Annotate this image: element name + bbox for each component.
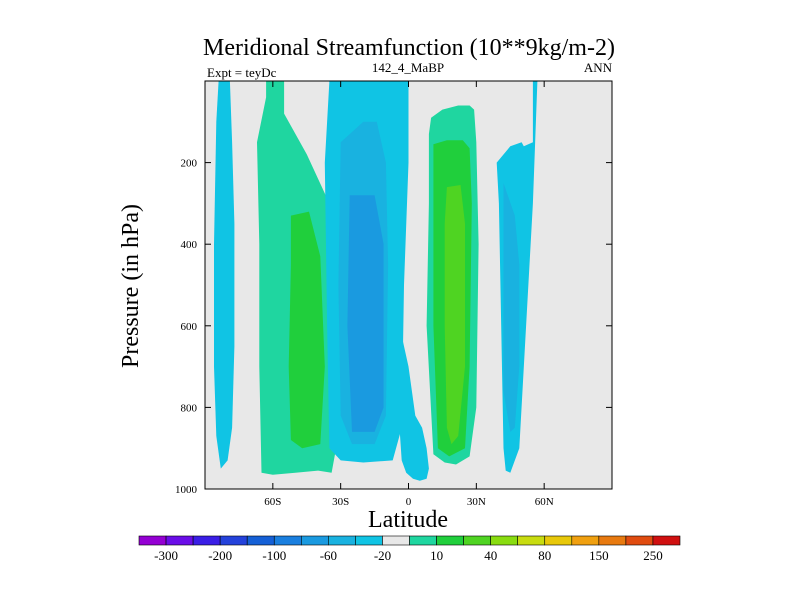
colorbar-box [625, 535, 654, 546]
colorbar: -300 -200 -100 -60 -20 10 40 80 150 250 [138, 535, 681, 563]
colorbar-box [571, 535, 600, 546]
y-tick-label: 200 [181, 158, 198, 170]
y-axis-label: Pressure (in hPa) [118, 204, 144, 368]
colorbar-label: -100 [262, 548, 286, 563]
colorbar-box [165, 535, 194, 546]
colorbar-label: 250 [643, 548, 663, 563]
contour-region-0 [214, 81, 235, 469]
x-axis-label: Latitude [368, 507, 448, 533]
colorbar-box [598, 535, 627, 546]
contour-fills [214, 81, 538, 481]
colorbar-box [463, 535, 491, 546]
contour-region-2 [288, 211, 325, 449]
colorbar-box [273, 535, 302, 546]
colorbar-box [138, 535, 167, 546]
colorbar-box [409, 535, 437, 546]
y-tick-label: 400 [181, 239, 198, 251]
season-label: ANN [584, 60, 613, 75]
colorbar-label: 10 [430, 548, 443, 563]
contour-region-9 [444, 185, 465, 445]
colorbar-box [490, 535, 518, 546]
run-label: 142_4_MaBP [372, 60, 444, 75]
y-tick-label: 600 [181, 321, 198, 333]
colorbar-box [652, 535, 681, 546]
y-tick-label: 1000 [175, 484, 198, 496]
colorbar-label: -60 [320, 548, 337, 563]
contour-region-11 [503, 183, 520, 432]
x-tick-label: 30N [467, 496, 486, 508]
colorbar-label: 150 [589, 548, 609, 563]
colorbar-box [382, 535, 410, 546]
colorbar-label: 80 [538, 548, 551, 563]
colorbar-box [355, 535, 383, 546]
experiment-label: Expt = teyDc [207, 65, 277, 80]
contour-region-5 [347, 195, 384, 432]
colorbar-box [436, 535, 464, 546]
colorbar-label: -300 [154, 548, 178, 563]
colorbar-box [300, 535, 329, 546]
contour-region-6 [399, 325, 429, 481]
colorbar-label: -20 [374, 548, 391, 563]
colorbar-label: 40 [484, 548, 497, 563]
x-tick-label: 60N [535, 496, 554, 508]
colorbar-label: -200 [208, 548, 232, 563]
colorbar-box [544, 535, 573, 546]
x-tick-label: 0 [406, 496, 412, 508]
x-tick-label: 60S [264, 496, 281, 508]
plot-area [204, 80, 613, 490]
y-tick-label: 800 [181, 402, 198, 414]
colorbar-box [328, 535, 356, 546]
colorbar-box [192, 535, 221, 546]
chart-title: Meridional Streamfunction (10**9kg/m-2) [203, 35, 615, 61]
colorbar-box [246, 535, 275, 546]
axes: 60S 30S 0 30N 60N 200 400 600 800 1000 [175, 81, 612, 508]
x-tick-label: 30S [332, 496, 349, 508]
colorbar-box [219, 535, 248, 546]
colorbar-box [517, 535, 546, 546]
